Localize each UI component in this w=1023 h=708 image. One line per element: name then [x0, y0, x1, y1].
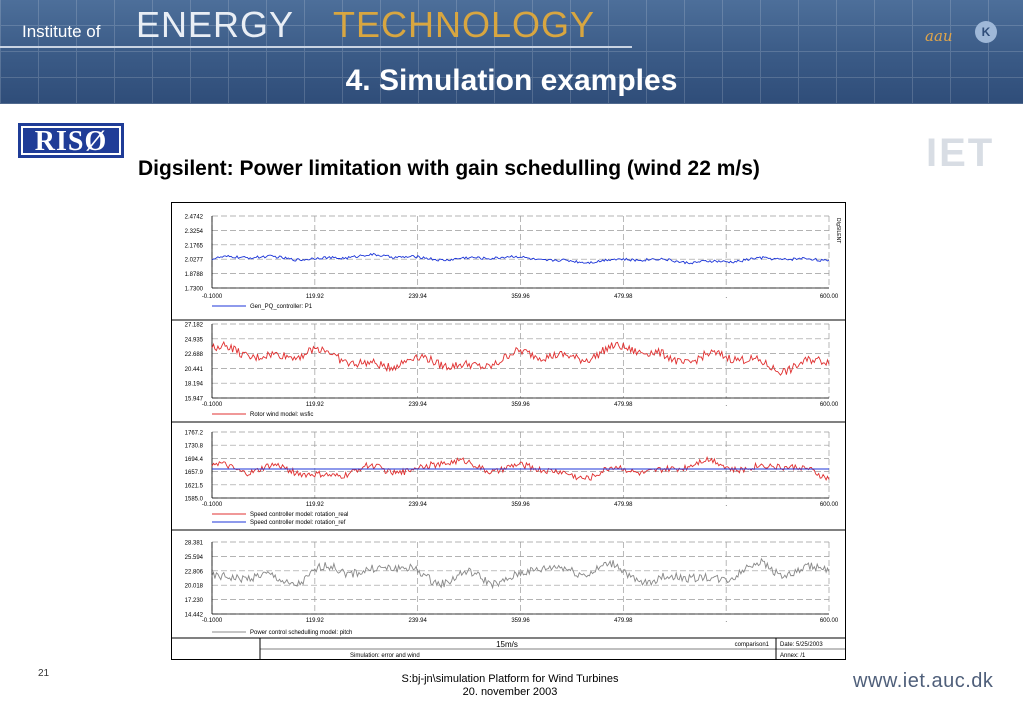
chart-subtitle: Digsilent: Power limitation with gain sc…: [138, 157, 760, 180]
institute-label: Institute of: [22, 22, 101, 41]
x-tick-label: .: [725, 402, 727, 408]
legend-label: Gen_PQ_controller: P1: [250, 304, 313, 310]
y-tick-label: 14.442: [185, 613, 204, 619]
x-tick-label: 600.00: [820, 618, 839, 624]
slide-header: Institute of ENERGY TECHNOLOGY 4. Simula…: [0, 0, 1023, 104]
x-tick-label: 479.98: [614, 618, 633, 624]
aau-logo-icon: K: [975, 21, 997, 43]
x-tick-label: .: [725, 294, 727, 300]
x-tick-label: .: [725, 618, 727, 624]
x-tick-label: .: [725, 502, 727, 508]
x-tick-label: 119.92: [306, 294, 325, 300]
x-tick-label: 119.92: [306, 502, 325, 508]
y-tick-label: 1730.8: [185, 444, 204, 450]
riso-logo: RISØ: [18, 123, 124, 158]
x-tick-label: 359.96: [511, 502, 530, 508]
series-line: [211, 557, 830, 590]
digsilent-label: DIgSILENT: [835, 218, 841, 243]
y-tick-label: 28.381: [185, 541, 204, 547]
y-tick-label: 1767.2: [185, 431, 204, 437]
x-tick-label: -0.1000: [202, 618, 223, 624]
y-tick-label: 15.947: [185, 397, 204, 403]
series-line: [211, 252, 830, 265]
footer-line-1: S:bj-jn\simulation Platform for Wind Tur…: [401, 673, 619, 685]
series-line: [211, 455, 830, 482]
y-tick-label: 17.230: [185, 598, 204, 604]
x-tick-label: 359.96: [511, 402, 530, 408]
riso-logo-text: RISØ: [21, 126, 121, 156]
x-tick-label: 239.94: [408, 294, 427, 300]
technology-wordmark: TECHNOLOGY: [333, 4, 596, 45]
y-tick-label: 1694.4: [185, 457, 204, 463]
x-tick-label: 600.00: [820, 402, 839, 408]
footer-line-2: 20. november 2003: [462, 686, 558, 698]
x-tick-label: 600.00: [820, 502, 839, 508]
simulation-plots: 2.47422.32542.17652.02771.87881.7300-0.1…: [171, 215, 846, 660]
y-tick-label: 1.8788: [185, 272, 204, 278]
x-tick-label: 359.96: [511, 618, 530, 624]
y-tick-label: 2.0277: [185, 258, 204, 264]
y-tick-label: 22.688: [185, 352, 204, 358]
x-tick-label: 359.96: [511, 294, 530, 300]
x-tick-label: 479.98: [614, 402, 633, 408]
x-tick-label: 119.92: [306, 618, 325, 624]
footer-url: www.iet.auc.dk: [853, 670, 994, 692]
title-block-annex: Annex: /1: [780, 653, 806, 659]
x-tick-label: 239.94: [408, 502, 427, 508]
y-tick-label: 2.3254: [185, 229, 204, 235]
slide-title: 4. Simulation examples: [345, 64, 678, 97]
y-tick-label: 25.594: [185, 555, 204, 561]
y-tick-label: 1657.9: [185, 470, 204, 476]
iet-logo: IET: [926, 131, 995, 175]
plot-frame: [171, 202, 846, 660]
x-tick-label: -0.1000: [202, 502, 223, 508]
title-block-date: Date: 5/25/2003: [780, 642, 823, 648]
x-tick-label: 239.94: [408, 402, 427, 408]
header-background-pattern: [0, 0, 1023, 104]
legend-label: Power control schedulling model: pitch: [250, 630, 352, 636]
y-tick-label: 20.018: [185, 584, 204, 590]
x-tick-label: 239.94: [408, 618, 427, 624]
legend-label: Rotor wind model: wsfic: [250, 412, 313, 418]
legend-label: Speed controller model: rotation_real: [250, 512, 348, 518]
legend-label: Speed controller model: rotation_ref: [250, 520, 346, 526]
x-tick-label: -0.1000: [202, 294, 223, 300]
y-tick-label: 20.441: [185, 367, 204, 373]
y-tick-label: 24.935: [185, 337, 204, 343]
y-tick-label: 27.182: [185, 323, 204, 329]
y-tick-label: 2.4742: [185, 215, 204, 221]
x-tick-label: 600.00: [820, 294, 839, 300]
header-divider: [0, 46, 632, 48]
energy-wordmark: ENERGY: [136, 4, 295, 45]
x-tick-label: 119.92: [306, 402, 325, 408]
y-tick-label: 18.194: [185, 382, 204, 388]
title-block-project: comparison1: [735, 642, 770, 648]
aau-logo-text: aau: [925, 27, 953, 45]
title-block-description: Simulation: error and wind: [350, 653, 420, 659]
x-tick-label: 479.98: [614, 502, 633, 508]
series-line: [211, 340, 830, 376]
y-tick-label: 1.7300: [185, 287, 204, 293]
footer-text: S:bj-jn\simulation Platform for Wind Tur…: [300, 673, 720, 699]
y-tick-label: 22.806: [185, 569, 204, 575]
y-tick-label: 1621.5: [185, 483, 204, 489]
page-number: 21: [38, 668, 50, 679]
y-tick-label: 2.1765: [185, 243, 204, 249]
x-tick-label: -0.1000: [202, 402, 223, 408]
y-tick-label: 1585.0: [185, 497, 204, 503]
x-tick-label: 479.98: [614, 294, 633, 300]
title-block-case: 15m/s: [496, 640, 518, 649]
